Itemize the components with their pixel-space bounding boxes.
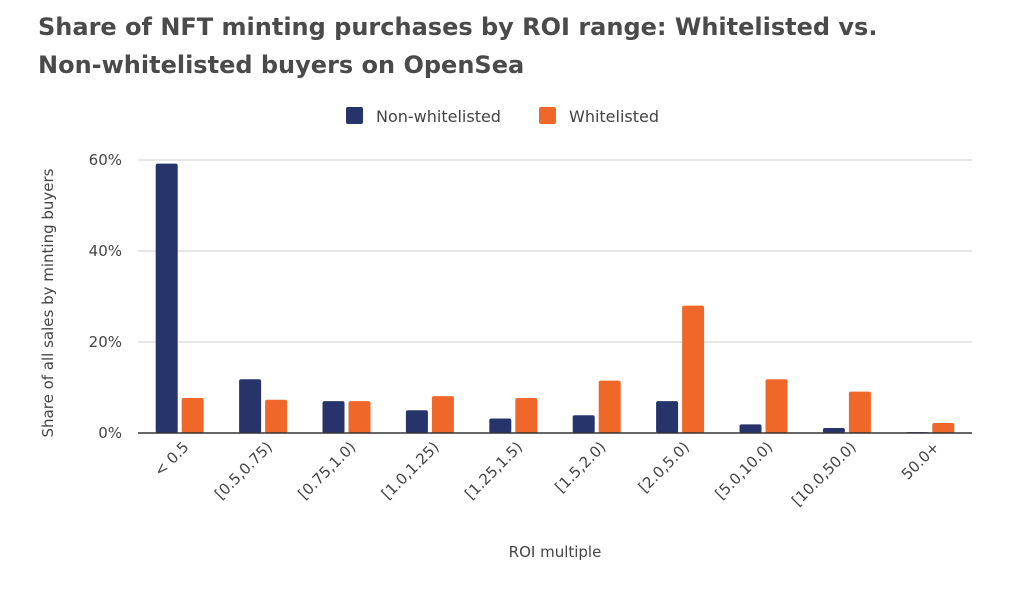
x-tick-label: [1.0,1.25) (378, 438, 443, 503)
y-tick-label: 20% (89, 333, 122, 351)
bar-whitelisted (431, 396, 454, 433)
x-axis-title: ROI multiple (509, 543, 602, 561)
bar-non-whitelisted (572, 415, 595, 433)
bar-whitelisted (765, 379, 788, 433)
legend-label: Whitelisted (569, 107, 659, 126)
bars (155, 163, 955, 433)
bar-whitelisted (848, 391, 871, 433)
x-tick-label: [0.75,1.0) (294, 438, 359, 503)
x-tick-label: < 0.5 (151, 438, 193, 480)
bar-non-whitelisted (739, 424, 762, 433)
y-axis: 0% 20% 40% 60% (89, 151, 122, 442)
x-tick-label: [2.0,5.0) (635, 438, 693, 496)
gridlines (138, 159, 972, 343)
bar-non-whitelisted (322, 401, 345, 433)
x-tick-label: [1.5,2.0) (551, 438, 609, 496)
bar-whitelisted (682, 305, 705, 433)
legend-swatch (346, 107, 363, 124)
y-tick-label: 0% (98, 424, 122, 442)
bar-whitelisted (181, 397, 204, 433)
bar-whitelisted (932, 422, 955, 433)
bar-non-whitelisted (405, 410, 428, 433)
x-tick-label: [5.0,10.0) (711, 438, 776, 503)
x-tick-label: 50.0+ (898, 438, 943, 483)
chart-title-line-2: Non-whitelisted buyers on OpenSea (38, 51, 525, 79)
legend-label: Non-whitelisted (376, 107, 501, 126)
bar-non-whitelisted (155, 163, 178, 433)
bar-non-whitelisted (656, 401, 679, 433)
bar-whitelisted (515, 397, 538, 433)
y-tick-label: 60% (89, 151, 122, 169)
bar-whitelisted (598, 380, 621, 433)
x-tick-label: [1.25,1.5) (461, 438, 526, 503)
bar-non-whitelisted (822, 427, 845, 433)
x-tick-label: [0.5,0.75) (211, 438, 276, 503)
x-axis: < 0.5 [0.5,0.75) [0.75,1.0) [1.0,1.25) [1.25… (138, 432, 972, 510)
bar-non-whitelisted (489, 418, 512, 433)
x-tick-label: [10.0,50.0) (788, 438, 860, 510)
bar-whitelisted (265, 399, 288, 433)
bar-whitelisted (348, 401, 371, 433)
legend: Non-whitelisted Whitelisted (346, 107, 659, 126)
y-tick-label: 40% (89, 242, 122, 260)
chart-title-line-1: Share of NFT minting purchases by ROI ra… (38, 13, 878, 41)
chart-title: Share of NFT minting purchases by ROI ra… (38, 8, 998, 84)
bar-non-whitelisted (239, 379, 262, 433)
y-axis-title: Share of all sales by minting buyers (39, 168, 57, 437)
legend-swatch (539, 107, 556, 124)
